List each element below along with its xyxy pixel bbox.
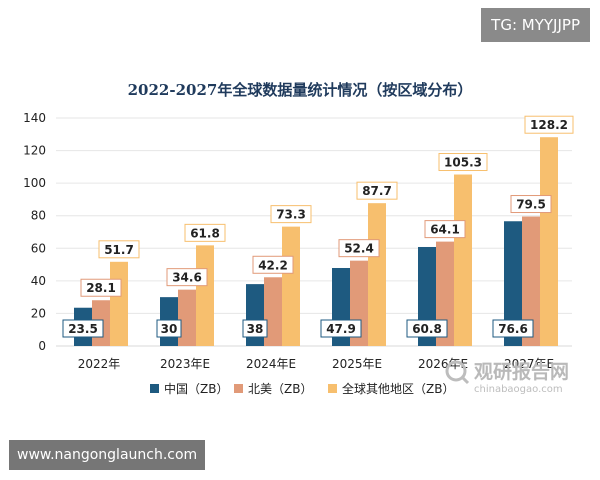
data-label: 128.2 xyxy=(530,118,568,132)
data-label-box xyxy=(406,319,448,338)
chart-title: 2022-2027年全球数据量统计情况（按区域分布） xyxy=(128,81,473,99)
bar xyxy=(178,289,196,346)
data-label-box xyxy=(338,239,380,258)
data-label: 34.6 xyxy=(172,271,202,285)
bar xyxy=(504,221,522,346)
x-tick-label: 2024年E xyxy=(246,357,296,371)
bar xyxy=(264,277,282,346)
x-tick-label: 2026年E xyxy=(418,357,468,371)
y-tick-label: 0 xyxy=(38,339,46,353)
data-label: 28.1 xyxy=(86,281,116,295)
x-tick-label: 2023年E xyxy=(160,357,210,371)
y-tick-label: 120 xyxy=(23,144,46,158)
site-url: www.nangonglaunch.com xyxy=(9,440,206,470)
watermark-cn: 观研报告网 xyxy=(474,360,569,383)
data-label: 105.3 xyxy=(444,156,482,170)
data-label: 47.9 xyxy=(326,322,356,336)
data-label: 30 xyxy=(161,322,178,336)
legend-label: 北美（ZB） xyxy=(248,382,312,396)
data-label: 76.6 xyxy=(498,322,528,336)
y-tick-label: 60 xyxy=(31,241,46,255)
x-axis-ticks: 2022年 2023年E 2024年E 2025年E 2026年E 2027年E xyxy=(78,357,554,371)
data-label-box xyxy=(510,195,552,214)
data-label-box xyxy=(184,223,226,242)
data-label-box xyxy=(252,255,294,274)
data-label: 87.7 xyxy=(362,184,392,198)
data-label: 73.3 xyxy=(276,208,306,222)
x-tick-label: 2025年E xyxy=(332,357,382,371)
y-axis-ticks: 0 20 40 60 80 100 120 140 xyxy=(23,111,46,353)
data-label: 38 xyxy=(247,322,264,336)
legend-swatch xyxy=(150,384,159,393)
bar xyxy=(110,261,128,346)
data-labels-group: 23.5 28.1 51.7 30 34.6 61.8 38 42.2 73.3 47.9 52.4… xyxy=(62,115,574,338)
bar xyxy=(368,203,386,346)
data-label-box xyxy=(270,205,312,224)
data-label-box xyxy=(356,181,398,200)
chart-card: 2022-2027年全球数据量统计情况（按区域分布） 0 20 40 60 80 100 1… xyxy=(12,68,588,420)
legend-label: 全球其他地区（ZB） xyxy=(342,381,454,396)
watermark: 观研报告网 chinabaogao.com xyxy=(445,360,569,395)
bar xyxy=(522,216,540,346)
telegram-tag: TG: MYYJJPP xyxy=(481,8,590,42)
y-tick-label: 40 xyxy=(31,274,46,288)
data-label-box xyxy=(98,240,140,259)
bar xyxy=(454,174,472,346)
bar xyxy=(282,226,300,346)
data-label-box xyxy=(320,319,362,338)
data-label-box xyxy=(62,319,104,338)
data-label-box xyxy=(166,268,208,287)
y-tick-label: 140 xyxy=(23,111,46,125)
data-label-box xyxy=(524,115,574,134)
data-label: 79.5 xyxy=(516,198,546,212)
grid-lines xyxy=(56,117,572,347)
data-label: 42.2 xyxy=(258,258,288,272)
y-tick-label: 20 xyxy=(31,306,46,320)
legend-label: 中国（ZB） xyxy=(164,381,228,396)
legend-swatch xyxy=(234,384,243,393)
data-label-box xyxy=(492,319,534,338)
data-label-box xyxy=(80,278,122,297)
y-tick-label: 100 xyxy=(23,176,46,190)
y-tick-label: 80 xyxy=(31,209,46,223)
bar xyxy=(540,137,558,346)
x-tick-label: 2027年E xyxy=(504,357,554,371)
data-label: 60.8 xyxy=(412,322,442,336)
data-label-box xyxy=(424,220,466,239)
data-label: 61.8 xyxy=(190,226,220,240)
data-label: 51.7 xyxy=(104,243,134,257)
watermark-en: chinabaogao.com xyxy=(474,384,563,395)
data-label-box xyxy=(156,319,182,338)
data-label-box xyxy=(438,153,488,172)
data-label: 52.4 xyxy=(344,242,374,256)
data-label: 64.1 xyxy=(430,223,460,237)
legend: 中国（ZB） 北美（ZB） 全球其他地区（ZB） xyxy=(150,381,454,396)
data-label-box xyxy=(242,319,268,338)
legend-swatch xyxy=(328,384,337,393)
watermark-logo-icon xyxy=(445,360,470,385)
x-tick-label: 2022年 xyxy=(78,357,121,371)
bar xyxy=(196,245,214,346)
bar-chart: 2022-2027年全球数据量统计情况（按区域分布） 0 20 40 60 80 100 1… xyxy=(23,81,574,396)
data-label: 23.5 xyxy=(68,322,98,336)
